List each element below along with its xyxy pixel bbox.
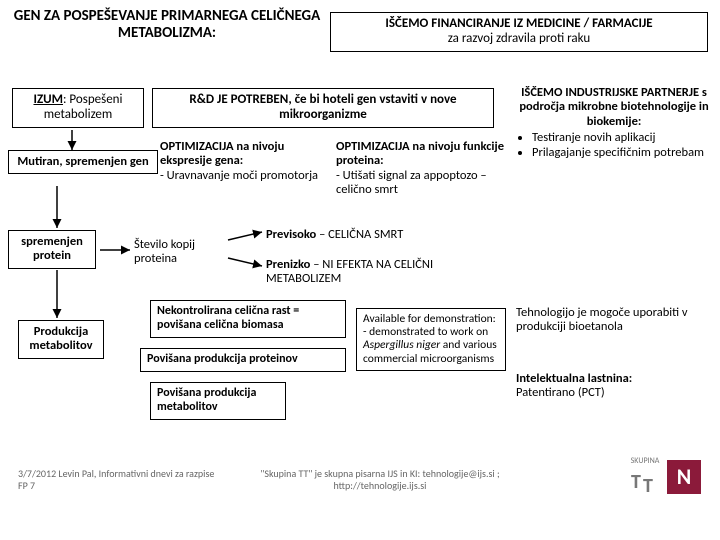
produkcija-text: Produkcija metabolitov: [29, 324, 92, 353]
logo-block: SKUPINA T T N: [625, 456, 701, 504]
optimization-protein: OPTIMIZACIJA na nivoju funkcije proteina…: [336, 140, 504, 198]
rd-text: R&D JE POTREBEN, če bi hoteli gen vstavi…: [189, 92, 456, 122]
stevilo-text: Število kopij proteina: [134, 238, 224, 267]
previsoko-text: Previsoko – CELIČNA SMRT: [266, 228, 486, 242]
industry-li2: Prilagajanje specifičnim potrebam: [532, 146, 712, 160]
povisana-metabolitov-box: Povišana produkcija metabolitov: [150, 382, 286, 420]
prenizko-text: Prenizko – NI EFEKTA NA CELIČNI METABOLI…: [266, 258, 486, 287]
tehnologija-text: Tehnologijo je mogoče uporabiti v produk…: [516, 306, 712, 335]
industry-head: IŠČEMO INDUSTRIJSKE PARTNERJE s področja…: [519, 85, 708, 129]
pren-bold: Prenizko: [266, 257, 310, 272]
industry-li1: Testiranje novih aplikacij: [532, 131, 712, 145]
avail-3: Aspergillus niger: [363, 338, 440, 352]
title-right-box: IŠČEMO FINANCIRANJE IZ MEDICINE / FARMAC…: [330, 12, 708, 52]
title-left: GEN ZA POSPEŠEVANJE PRIMARNEGA CELIČNEGA…: [12, 8, 322, 43]
opt2-body: - Utišati signal za appoptozo – celično …: [336, 168, 487, 197]
intelektualna-box: Intelektualna lastnina: Patentirano (PCT…: [516, 372, 712, 401]
logo-n-icon: N: [667, 460, 701, 494]
opt1-body: - Uravnavanje moči promotorja: [160, 168, 318, 183]
intel-b: Patentirano (PCT): [516, 385, 605, 400]
nekontrolirana-box: Nekontrolirana celična rast = povišana c…: [150, 300, 346, 338]
avail-2: - demonstrated to work on: [363, 325, 488, 339]
povis2-text: Povišana produkcija metabolitov: [157, 386, 256, 414]
svg-text:T: T: [631, 470, 641, 494]
available-demo-box: Available for demonstration: - demonstra…: [356, 308, 506, 371]
logo-tt-label: SKUPINA: [631, 456, 660, 466]
povis1-text: Povišana produkcija proteinov: [147, 352, 298, 366]
prev-rest: – CELIČNA SMRT: [316, 227, 403, 242]
rd-box: R&D JE POTREBEN, če bi hoteli gen vstavi…: [152, 88, 494, 128]
avail-1: Available for demonstration:: [363, 312, 496, 326]
prev-bold: Previsoko: [266, 227, 316, 242]
footer-contact: "Skupina TT" je skupna pisarna IJS in KI…: [250, 468, 510, 491]
intel-h: Intelektualna lastnina:: [516, 371, 632, 386]
title-right-line1: IŠČEMO FINANCIRANJE IZ MEDICINE / FARMAC…: [337, 17, 701, 32]
svg-text:T: T: [643, 474, 653, 496]
povisana-proteinov-box: Povišana produkcija proteinov: [140, 348, 346, 372]
title-right-line2: za razvoj zdravila proti raku: [337, 32, 701, 47]
spremenjen-box: spremenjen protein: [8, 230, 96, 269]
footer-date: 3/7/2012 Levin Pal, Informativni dnevi z…: [18, 468, 218, 491]
nekontr-text: Nekontrolirana celična rast = povišana c…: [157, 304, 299, 332]
izum-label: IZUM: [33, 92, 63, 107]
izum-box: IZUM: Pospešeni metabolizem: [12, 88, 144, 128]
mutiran-text: Mutiran, spremenjen gen: [17, 154, 148, 169]
mutiran-box: Mutiran, spremenjen gen: [8, 150, 158, 174]
industry-partners: IŠČEMO INDUSTRIJSKE PARTNERJE s področja…: [516, 86, 712, 160]
opt2-head: OPTIMIZACIJA na nivoju funkcije proteina…: [336, 139, 504, 168]
spremenjen-text: spremenjen protein: [21, 234, 83, 263]
produkcija-box: Produkcija metabolitov: [18, 320, 104, 359]
logo-skupina-tt: SKUPINA T T: [625, 456, 665, 496]
opt1-head: OPTIMIZACIJA na nivoju ekspresije gena:: [160, 139, 284, 168]
optimization-gene: OPTIMIZACIJA na nivoju ekspresije gena: …: [160, 140, 330, 183]
